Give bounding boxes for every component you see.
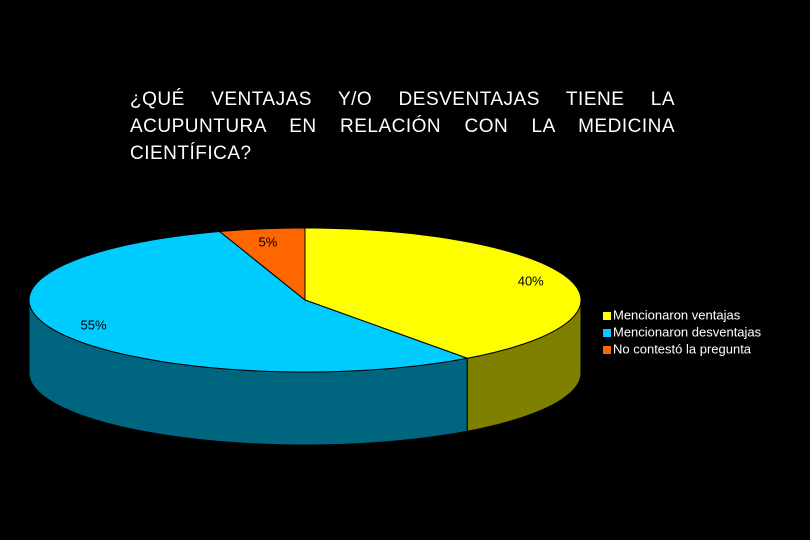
pie-slice	[218, 227, 306, 302]
data-label: 55%	[80, 318, 106, 333]
legend-label: No contestó la pregunta	[613, 341, 752, 356]
data-label: 40%	[518, 274, 544, 289]
data-label: 5%	[258, 235, 277, 250]
legend-label: Mencionaron desventajas	[613, 324, 762, 339]
pie-slice	[28, 231, 470, 373]
legend-swatch	[603, 329, 611, 337]
legend-swatch	[603, 312, 611, 320]
chart-title: ¿QUÉ VENTAJAS Y/O DESVENTAJAS TIENE LA A…	[130, 89, 675, 164]
legend-label: Mencionaron ventajas	[613, 307, 741, 322]
pie-slice	[304, 227, 582, 359]
legend-swatch	[603, 346, 611, 354]
